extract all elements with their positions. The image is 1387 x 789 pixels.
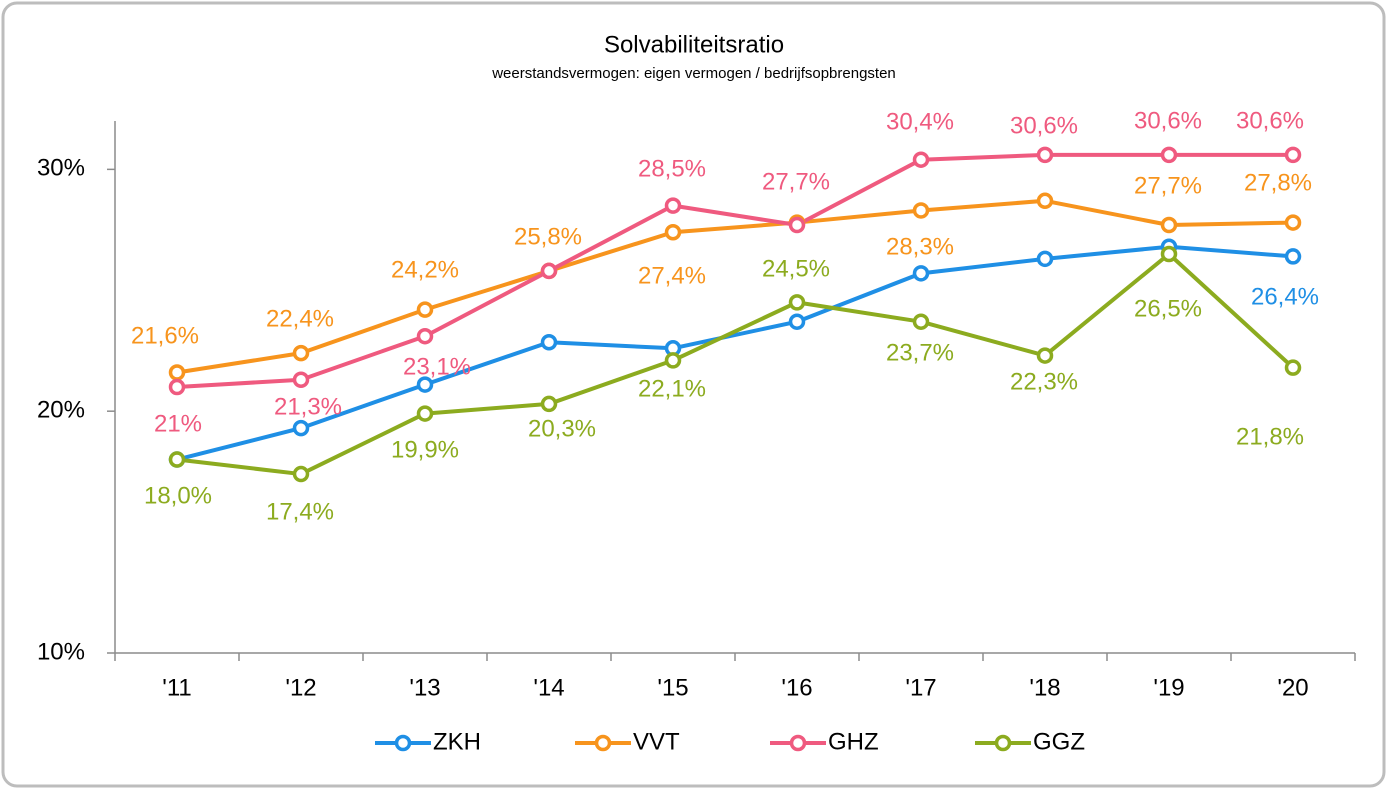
- x-tick-label: '19: [1153, 674, 1184, 701]
- data-label: 26,5%: [1134, 295, 1202, 322]
- data-point: [292, 419, 310, 437]
- data-point: [912, 202, 930, 219]
- data-label: 22,3%: [1010, 368, 1078, 395]
- data-point: [540, 262, 558, 280]
- x-tick-label: '20: [1277, 674, 1308, 701]
- data-point: [1036, 146, 1054, 164]
- data-label: 30,6%: [1134, 107, 1202, 134]
- data-label: 23,7%: [886, 339, 954, 366]
- series-line: [176, 152, 1293, 389]
- data-point: [1036, 250, 1054, 268]
- series-line: [176, 198, 1294, 375]
- chart-subtitle: weerstandsvermogen: eigen vermogen / bed…: [491, 65, 896, 82]
- data-label: 24,5%: [762, 255, 830, 282]
- data-label: 21,3%: [274, 393, 342, 420]
- data-label: 21%: [154, 410, 202, 437]
- data-point: [292, 371, 310, 388]
- data-point: [168, 451, 186, 468]
- data-label: 24,2%: [391, 256, 459, 283]
- data-point: [416, 376, 434, 393]
- legend-marker: [594, 734, 612, 752]
- legend-label: ZKH: [433, 728, 481, 755]
- data-label: 30,4%: [886, 108, 954, 135]
- data-point: [416, 327, 434, 345]
- data-point: [540, 395, 558, 413]
- data-label: 27,7%: [762, 168, 830, 195]
- data-label: 26,4%: [1251, 283, 1319, 310]
- data-point: [1160, 146, 1178, 164]
- data-label: 30,6%: [1010, 112, 1078, 139]
- data-point: [168, 364, 186, 381]
- data-point: [1036, 192, 1054, 210]
- data-point: [912, 151, 930, 168]
- data-point: [912, 265, 930, 282]
- legend-marker: [994, 734, 1012, 752]
- x-tick-label: '13: [409, 674, 440, 701]
- x-tick-label: '15: [657, 674, 688, 701]
- data-point: [1284, 359, 1302, 376]
- data-point: [540, 334, 558, 351]
- legend-marker: [394, 734, 412, 752]
- data-label: 27,8%: [1244, 169, 1312, 196]
- chart-title: Solvabiliteitsratio: [604, 31, 784, 58]
- data-label: 18,0%: [144, 482, 212, 509]
- data-point: [1160, 245, 1178, 263]
- data-point: [416, 405, 434, 422]
- data-label: 21,8%: [1236, 423, 1304, 450]
- data-label: 25,8%: [514, 223, 582, 250]
- legend-label: GHZ: [828, 728, 879, 755]
- data-point: [788, 294, 806, 311]
- data-label: 23,1%: [403, 353, 471, 380]
- data-label: 17,4%: [266, 498, 334, 525]
- data-label: 27,4%: [638, 262, 706, 289]
- data-label: 30,6%: [1236, 107, 1304, 134]
- x-tick-label: '18: [1029, 674, 1060, 701]
- x-tick-label: '16: [781, 674, 812, 701]
- data-label: 22,1%: [638, 375, 706, 402]
- legend-label: GGZ: [1033, 728, 1085, 755]
- data-label: 28,3%: [886, 233, 954, 260]
- data-point: [1284, 248, 1302, 265]
- data-point: [788, 313, 806, 330]
- x-tick-label: '17: [905, 674, 936, 701]
- data-point: [664, 197, 682, 214]
- data-point: [1284, 146, 1302, 164]
- legend-label: VVT: [633, 728, 680, 755]
- data-point: [788, 216, 806, 234]
- data-point: [664, 352, 682, 369]
- data-point: [292, 465, 310, 483]
- data-point: [664, 223, 682, 241]
- data-label: 21,6%: [131, 322, 199, 349]
- data-label: 28,5%: [638, 155, 706, 182]
- data-label: 22,4%: [266, 305, 334, 332]
- series-line: [176, 244, 1294, 462]
- data-label: 20,3%: [528, 415, 596, 442]
- x-tick-label: '11: [162, 674, 192, 701]
- data-point: [168, 378, 186, 396]
- y-tick-label: 10%: [37, 638, 85, 665]
- data-point: [912, 313, 930, 330]
- data-point: [416, 301, 434, 318]
- legend-marker: [789, 734, 807, 752]
- x-tick-label: '12: [285, 674, 316, 701]
- data-point: [292, 344, 310, 362]
- y-tick-label: 20%: [37, 397, 85, 424]
- x-tick-label: '14: [533, 674, 564, 701]
- data-point: [1036, 347, 1054, 364]
- data-label: 27,7%: [1134, 172, 1202, 199]
- data-point: [1284, 214, 1302, 231]
- data-point: [1160, 216, 1178, 234]
- series-line: [176, 252, 1295, 477]
- data-label: 19,9%: [391, 436, 459, 463]
- y-tick-label: 30%: [37, 155, 85, 182]
